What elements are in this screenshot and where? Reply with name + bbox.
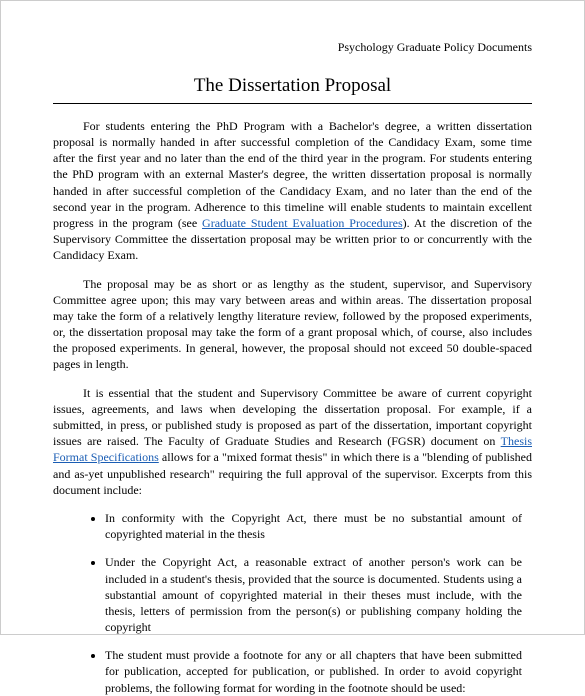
paragraph-1: For students entering the PhD Program wi… xyxy=(53,118,532,264)
paragraph-3: It is essential that the student and Sup… xyxy=(53,385,532,498)
list-item: In conformity with the Copyright Act, th… xyxy=(105,510,532,542)
para3-pre: It is essential that the student and Sup… xyxy=(53,386,532,449)
page-title: The Dissertation Proposal xyxy=(53,73,532,99)
list-item: Under the Copyright Act, a reasonable ex… xyxy=(105,554,532,635)
header-label: Psychology Graduate Policy Documents xyxy=(53,39,532,55)
bullet-list: In conformity with the Copyright Act, th… xyxy=(53,510,532,696)
para1-pre: For students entering the PhD Program wi… xyxy=(53,119,532,230)
title-rule xyxy=(53,103,532,104)
paragraph-2: The proposal may be as short or as lengt… xyxy=(53,276,532,373)
evaluation-procedures-link[interactable]: Graduate Student Evaluation Procedures xyxy=(202,216,403,230)
list-item: The student must provide a footnote for … xyxy=(105,647,532,696)
